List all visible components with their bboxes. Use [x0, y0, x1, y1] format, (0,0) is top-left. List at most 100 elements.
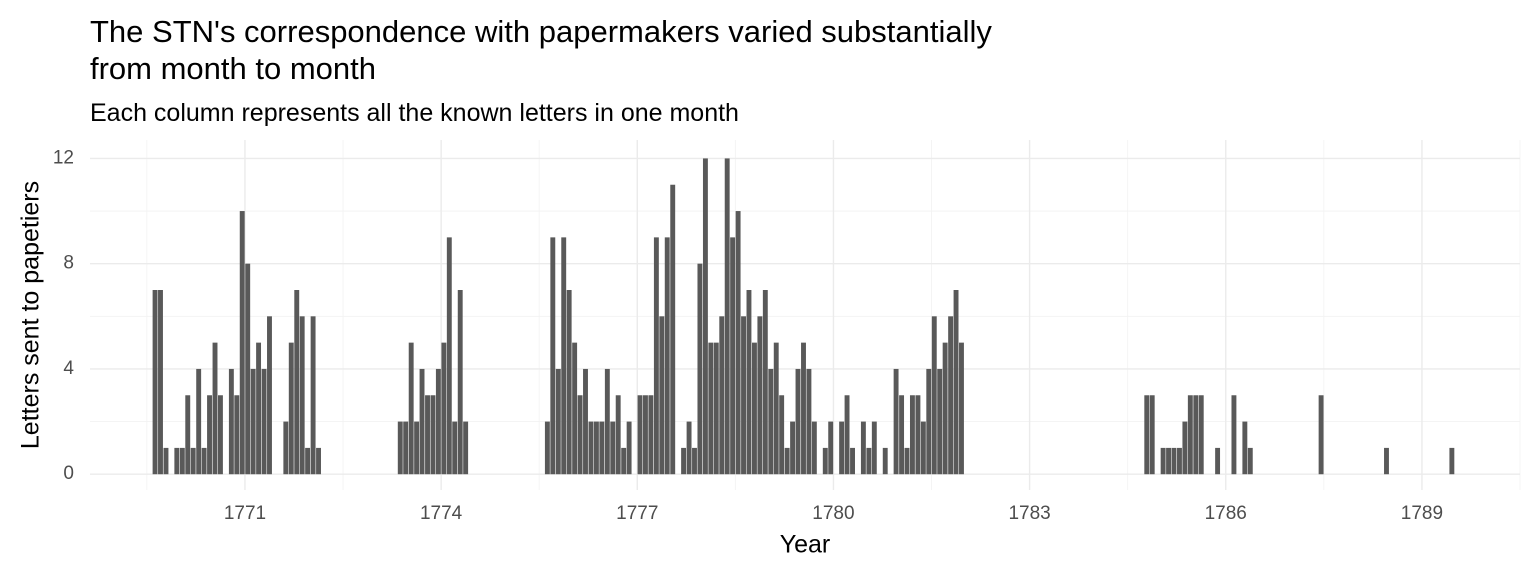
bar — [217, 395, 223, 475]
bar — [561, 237, 567, 475]
bar — [610, 421, 616, 475]
bar — [784, 447, 790, 475]
bar — [550, 237, 556, 475]
bar — [1242, 421, 1248, 475]
bar — [752, 342, 757, 475]
bar — [250, 368, 256, 475]
x-tick-label: 1774 — [420, 503, 463, 524]
bar — [408, 342, 414, 475]
bar — [1144, 395, 1150, 475]
bar — [397, 421, 403, 475]
bar — [1166, 447, 1172, 475]
bar — [948, 316, 954, 475]
x-tick-label: 1777 — [616, 503, 658, 524]
bar — [806, 368, 812, 475]
chart-title: from month to month — [90, 51, 376, 86]
bar — [920, 421, 926, 475]
bar — [452, 421, 458, 475]
bar — [713, 342, 719, 475]
bar — [926, 368, 932, 475]
bar — [664, 237, 670, 475]
bar — [190, 447, 196, 475]
bar — [599, 421, 605, 475]
bar — [1247, 447, 1253, 475]
bar — [310, 316, 316, 475]
bar — [1160, 447, 1166, 475]
x-axis-title: Year — [780, 531, 831, 559]
bar — [1318, 395, 1324, 475]
bar — [730, 237, 736, 475]
bar — [201, 447, 207, 475]
y-tick-label: 0 — [63, 463, 74, 484]
bar — [174, 447, 180, 475]
bar — [463, 421, 469, 475]
bar — [1149, 395, 1155, 475]
bar — [1449, 447, 1455, 475]
bar — [839, 421, 845, 475]
bar — [316, 447, 321, 475]
bar — [446, 237, 452, 475]
bar — [283, 421, 289, 475]
bar — [185, 395, 191, 475]
bar — [1215, 447, 1221, 475]
bar — [305, 447, 311, 475]
x-tick-label: 1780 — [812, 503, 854, 524]
y-tick-label: 12 — [53, 147, 74, 168]
bar — [1182, 421, 1188, 475]
bar — [588, 421, 594, 475]
bar — [643, 395, 648, 475]
bar — [708, 342, 714, 475]
bar — [959, 342, 964, 475]
chart-subtitle: Each column represents all the known let… — [90, 99, 739, 127]
bar — [648, 395, 654, 475]
bar — [1231, 395, 1237, 475]
bar — [228, 368, 234, 475]
bar — [811, 421, 817, 475]
bar — [909, 395, 915, 475]
bar — [1187, 395, 1193, 475]
bar — [179, 447, 185, 475]
bar — [158, 290, 163, 475]
bar — [425, 395, 430, 475]
bar — [893, 368, 899, 475]
bar — [299, 316, 305, 475]
bar — [757, 316, 763, 475]
bar — [239, 211, 245, 475]
bar — [583, 368, 588, 475]
bar — [866, 447, 872, 475]
bar — [773, 342, 779, 475]
bar — [566, 290, 572, 475]
bar — [637, 395, 643, 475]
bar — [1177, 447, 1182, 475]
bar — [288, 342, 294, 475]
bar — [904, 447, 910, 475]
x-tick-label: 1783 — [1008, 503, 1050, 524]
bar — [152, 290, 158, 475]
bar — [544, 421, 550, 475]
bar — [1198, 395, 1204, 475]
bar — [572, 342, 578, 475]
bar — [267, 316, 272, 475]
bar — [212, 342, 218, 475]
chart-title: The STN's correspondence with papermaker… — [90, 14, 992, 49]
bar — [790, 421, 796, 475]
bar — [735, 211, 741, 475]
bar — [724, 158, 730, 475]
bar — [844, 395, 850, 475]
bar — [762, 290, 768, 475]
bar — [795, 368, 801, 475]
bar — [245, 263, 251, 475]
bar — [196, 368, 202, 475]
bar — [692, 447, 697, 475]
bar — [768, 368, 774, 475]
bar — [801, 342, 806, 475]
bar — [430, 395, 436, 475]
bar — [686, 421, 692, 475]
x-tick-label: 1786 — [1205, 503, 1247, 524]
bar — [653, 237, 659, 475]
bar — [915, 395, 921, 475]
x-tick-label: 1789 — [1401, 503, 1443, 524]
bar — [457, 290, 463, 475]
y-tick-label: 4 — [63, 358, 74, 379]
bar — [234, 395, 240, 475]
